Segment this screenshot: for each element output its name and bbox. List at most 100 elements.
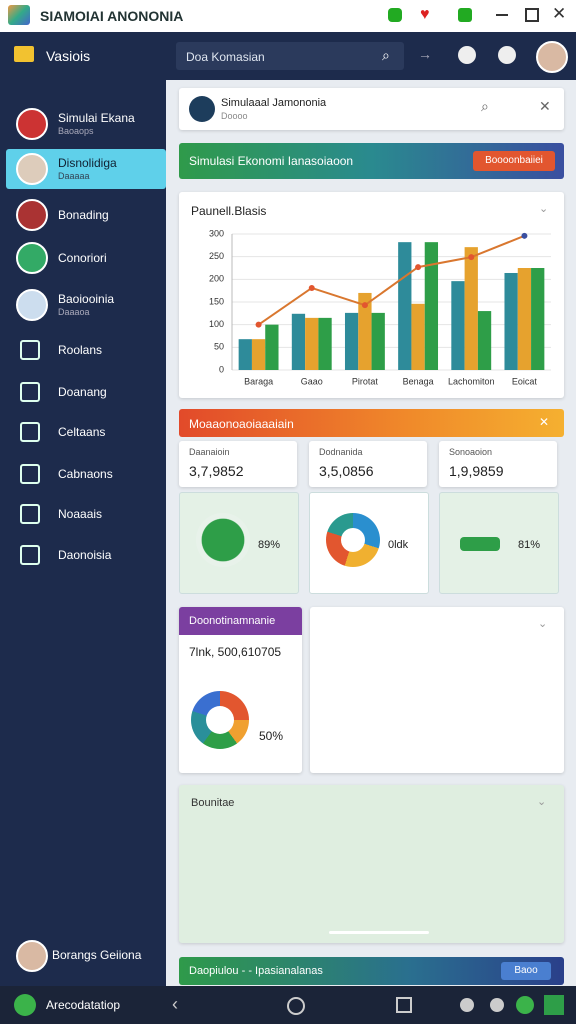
nav-avatar [16, 199, 48, 231]
summary-percent: 50% [259, 729, 284, 743]
nav-icon [20, 545, 40, 565]
nav-recent[interactable] [396, 997, 412, 1013]
profile-name[interactable]: Borangs Geiiona [52, 948, 142, 962]
bar [411, 303, 425, 370]
nav-item[interactable]: Daonoisia [0, 535, 166, 575]
nav-home[interactable] [287, 997, 305, 1015]
minimize[interactable] [496, 14, 508, 16]
stat-tile: 81% [439, 492, 559, 594]
bar [238, 339, 252, 370]
nav-label: Simulai Ekana [58, 111, 135, 125]
y-tick-label: 250 [209, 251, 224, 261]
stat-label: Daanaioin [189, 447, 230, 457]
user-avatar[interactable] [536, 41, 568, 73]
nav-item[interactable]: Simulai Ekana Baoaops [0, 104, 166, 144]
notes-card: Bounitae ⌄ [179, 785, 564, 943]
tile-graphic [460, 537, 500, 551]
chart-collapse[interactable]: ⌄ [539, 203, 549, 215]
nav-item[interactable]: Disnolidiga Daaaaa [6, 149, 166, 189]
nav-item[interactable]: Bonading [0, 195, 166, 235]
nav-label: Disnolidiga [58, 156, 117, 170]
nav-icon [20, 340, 40, 360]
search-icon[interactable]: ⌕ [382, 47, 390, 63]
nav-item[interactable]: Cabnaons [0, 454, 166, 494]
nav-item[interactable]: Noaaais [0, 494, 166, 534]
status-icon[interactable] [388, 8, 402, 22]
nav-label[interactable]: Arecodatatiop [46, 998, 121, 1012]
tile-percent: 81% [518, 539, 541, 551]
footer-banner-title: Daopiulou - - Ipasianalanas [189, 965, 323, 977]
trend-point [361, 302, 368, 309]
notify-icon[interactable] [458, 8, 472, 22]
nav-label: Celtaans [58, 425, 106, 439]
dialog-search[interactable]: ⌕ [481, 98, 489, 114]
clock-icon[interactable] [458, 46, 476, 64]
tile-percent: 0ldk [388, 539, 409, 551]
nav-label: Bonading [58, 208, 109, 222]
nav-label: Conoriori [58, 251, 107, 265]
sidebar: Vasiois Simulai Ekana Baoaops Disnolidiga D… [0, 32, 166, 986]
nav-recycle[interactable] [516, 996, 534, 1014]
maximize[interactable] [525, 8, 539, 22]
nav-avatar [16, 289, 48, 321]
summary-value: 7lnk, 500,610705 [189, 645, 282, 659]
nav-avatar [16, 242, 48, 274]
summary-donut [191, 691, 249, 749]
nav-sync[interactable] [490, 998, 504, 1012]
nav-back[interactable]: ‹ [172, 994, 178, 1014]
bar [517, 268, 532, 370]
nav-expand[interactable] [544, 995, 564, 1015]
settings-icon[interactable] [498, 46, 516, 64]
summary-title: Doonotinamnanie [189, 615, 276, 627]
nav-label: Roolans [58, 343, 103, 357]
nav-app-icon[interactable] [14, 994, 36, 1016]
nav-icon [20, 422, 40, 442]
menu-icon[interactable] [14, 46, 34, 62]
nav-icon [20, 504, 40, 524]
tile-graphic [196, 513, 250, 567]
nav-avatar [16, 108, 48, 140]
trend-line [258, 234, 525, 326]
empty-collapse[interactable]: ⌄ [538, 618, 548, 630]
nav-label: Doanang [58, 385, 107, 399]
nav-item[interactable]: Conoriori [0, 238, 166, 278]
bar [251, 339, 266, 370]
search-box[interactable]: Doa Komasian ⌕ [176, 42, 404, 70]
close[interactable]: ✕ [552, 4, 567, 23]
y-tick-label: 50 [214, 342, 224, 352]
app-icon [8, 5, 30, 25]
x-tick-label: Benaga [403, 376, 434, 386]
nav-item[interactable]: Celtaans [0, 412, 166, 452]
nav-item[interactable]: Baoiooinia Daaaoa [0, 285, 166, 325]
summary-header: Doonotinamnanie [179, 607, 302, 635]
chart: 0 50 100 150 200 250 300 Baraga Gaao Pirotat Benag… [209, 228, 551, 386]
dialog-title: Simulaaal Jamononia [221, 97, 327, 109]
bar [451, 281, 465, 370]
nav-globe[interactable] [460, 998, 474, 1012]
bar [464, 247, 478, 370]
dialog: Simulaaal Jamononia Doooo ⌕ ✕ [179, 88, 564, 130]
y-tick-label: 100 [209, 319, 224, 329]
nav-item[interactable]: Roolans [0, 330, 166, 370]
nav-label: Cabnaons [58, 467, 113, 481]
nav-sub: Baoaops [58, 126, 94, 136]
footer-banner-button[interactable]: Baoo [501, 962, 551, 980]
nav-sub: Daaaoa [58, 307, 90, 317]
profile-avatar[interactable] [16, 940, 48, 972]
y-tick-label: 150 [209, 296, 224, 306]
bar [344, 312, 359, 370]
notes-collapse[interactable]: ⌄ [537, 796, 547, 808]
bar [291, 313, 306, 370]
nav-item[interactable]: Doanang [0, 372, 166, 412]
x-tick-label: Eoicat [512, 376, 538, 386]
trend-point [521, 232, 528, 239]
forward-icon[interactable]: → [418, 46, 432, 62]
tile-graphic [326, 513, 380, 567]
search-placeholder: Doa Komasian [186, 50, 265, 64]
banner-button[interactable]: Boooonbaiiei [473, 151, 555, 171]
heart-icon[interactable]: ♥ [420, 6, 430, 23]
dialog-close[interactable]: ✕ [539, 98, 551, 114]
nav-label: Baoiooinia [58, 292, 115, 306]
stats-collapse[interactable]: ✕ [539, 415, 550, 429]
chart-title: Paunell.Blasis [191, 204, 267, 218]
